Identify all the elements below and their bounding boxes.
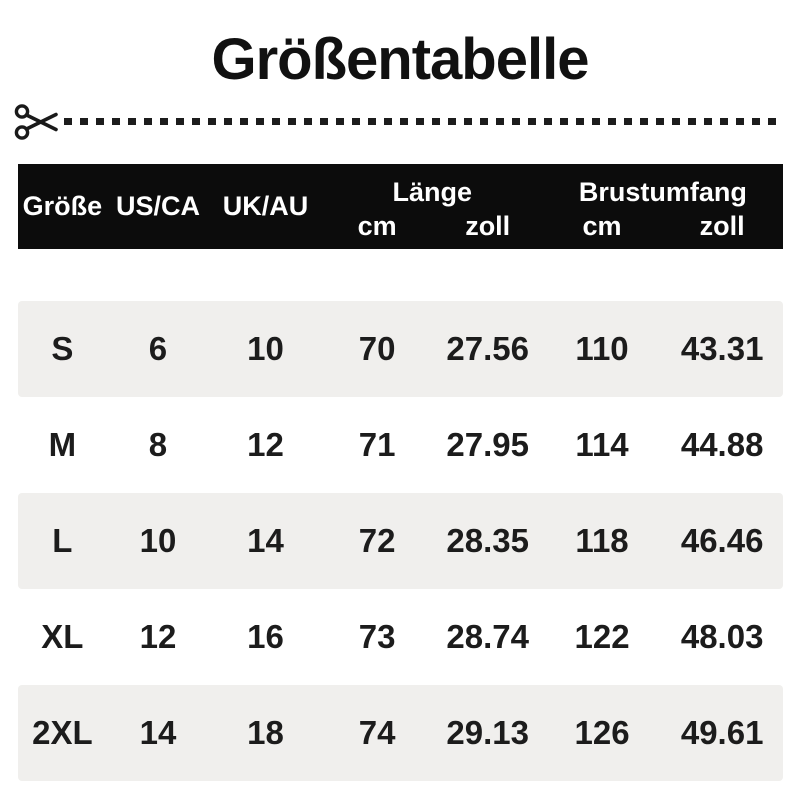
us-cell: 12 <box>139 617 177 655</box>
cut-line <box>14 101 783 143</box>
table-row: 2XL 14 18 74 29.13 126 49.61 <box>18 684 783 781</box>
table-row: L 10 14 72 28.35 118 46.46 <box>18 492 783 589</box>
length-zoll-cell: 28.74 <box>446 617 529 655</box>
uk-cell: 18 <box>247 713 284 751</box>
chest-zoll-cell: 43.31 <box>680 329 764 367</box>
size-cell: M <box>48 425 77 463</box>
header-chest-cm-label: cm <box>582 210 622 241</box>
chest-cm-cell: 126 <box>574 713 630 751</box>
table-row: XL 12 16 73 28.74 122 48.03 <box>18 589 783 685</box>
header-chest-group: Brustumfang <box>578 176 747 207</box>
chest-zoll-cell: 44.88 <box>680 425 764 463</box>
chest-cm-cell: 114 <box>575 425 629 463</box>
uk-cell: 14 <box>247 521 284 559</box>
table-row: S 6 10 70 27.56 110 43.31 <box>18 300 783 397</box>
header-uk-label: UK/AU <box>222 190 309 221</box>
length-cm-cell: 70 <box>358 329 396 367</box>
header-us-label: US/CA <box>115 190 200 221</box>
chest-zoll-cell: 49.61 <box>680 713 764 751</box>
size-cell: L <box>52 521 73 559</box>
page-title: Größentabelle <box>211 27 590 92</box>
chest-cm-cell: 122 <box>574 617 630 655</box>
us-cell: 10 <box>139 521 177 559</box>
table-body: S 6 10 70 27.56 110 43.31 M 8 12 71 27.9… <box>18 300 783 781</box>
length-cm-cell: 72 <box>358 521 396 559</box>
size-cell: 2XL <box>32 713 93 751</box>
header-length-cm-label: cm <box>357 210 397 241</box>
us-cell: 14 <box>139 713 177 751</box>
uk-cell: 10 <box>247 329 284 367</box>
header-length-group: Länge <box>392 176 472 207</box>
size-chart-page: { "title": "Größentabelle", "table": { "… <box>0 27 800 800</box>
header-chest-zoll-label: zoll <box>699 210 745 241</box>
size-cell: XL <box>41 617 84 655</box>
size-table: Größe US/CA UK/AU Länge Brustumfang cm z… <box>18 163 783 781</box>
table-row: M 8 12 71 27.95 114 44.88 <box>18 397 783 493</box>
table-header: Größe US/CA UK/AU Länge Brustumfang cm z… <box>18 163 783 249</box>
us-cell: 8 <box>148 425 168 463</box>
length-cm-cell: 73 <box>358 617 396 655</box>
length-zoll-cell: 28.35 <box>446 521 529 559</box>
chest-cm-cell: 110 <box>575 329 629 367</box>
chest-zoll-cell: 46.46 <box>680 521 764 559</box>
uk-cell: 16 <box>247 617 284 655</box>
dashed-cut-line <box>64 118 783 126</box>
header-size-label: Größe <box>22 190 103 221</box>
length-cm-cell: 74 <box>358 713 396 751</box>
length-zoll-cell: 29.13 <box>446 713 529 751</box>
chest-cm-cell: 118 <box>575 521 629 559</box>
size-cell: S <box>51 329 74 367</box>
header-length-zoll-label: zoll <box>465 210 511 241</box>
length-zoll-cell: 27.56 <box>446 329 529 367</box>
scissors-icon <box>14 104 58 140</box>
length-zoll-cell: 27.95 <box>446 425 529 463</box>
uk-cell: 12 <box>247 425 284 463</box>
length-cm-cell: 71 <box>358 425 396 463</box>
chest-zoll-cell: 48.03 <box>680 617 764 655</box>
us-cell: 6 <box>148 329 168 367</box>
